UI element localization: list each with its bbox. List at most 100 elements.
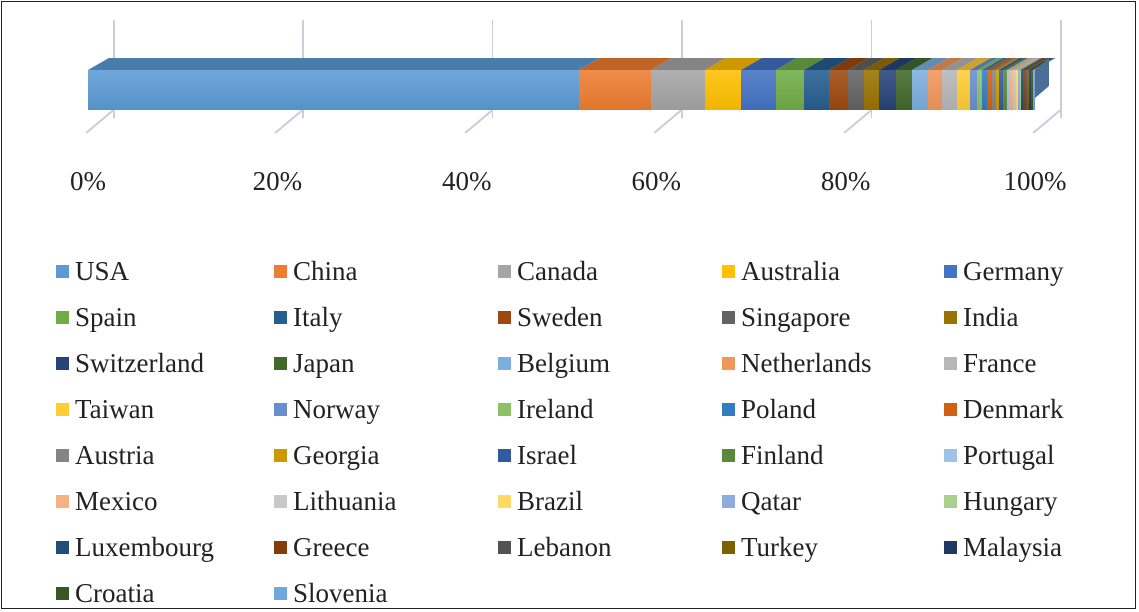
x-axis-tick-label: 80% xyxy=(821,166,871,197)
legend-item: Brazil xyxy=(498,482,722,520)
legend-swatch-icon xyxy=(56,449,69,462)
legend-label: Greece xyxy=(293,532,369,563)
bar-top-face xyxy=(88,58,1056,70)
legend-item: Turkey xyxy=(722,528,944,566)
legend-item: Israel xyxy=(498,436,722,474)
legend-swatch-icon xyxy=(722,357,735,370)
x-axis-tick-label: 0% xyxy=(70,166,106,197)
legend-item: Italy xyxy=(274,298,498,336)
legend-item: Malaysia xyxy=(944,528,1104,566)
legend-label: Belgium xyxy=(517,348,610,379)
legend-swatch-icon xyxy=(498,311,511,324)
legend-swatch-icon xyxy=(944,403,957,416)
legend-label: India xyxy=(963,302,1018,333)
legend-label: Lithuania xyxy=(293,486,396,517)
legend-swatch-icon xyxy=(722,311,735,324)
legend-swatch-icon xyxy=(722,541,735,554)
legend-label: Slovenia xyxy=(293,578,388,609)
x-axis-tick-label: 60% xyxy=(631,166,681,197)
legend-swatch-icon xyxy=(498,357,511,370)
stacked-bar xyxy=(88,70,1035,110)
legend-swatch-icon xyxy=(274,449,287,462)
legend-label: Switzerland xyxy=(75,348,204,379)
x-axis-tick-label: 20% xyxy=(253,166,303,197)
bar-segment xyxy=(970,70,977,110)
legend-swatch-icon xyxy=(274,357,287,370)
legend-label: Norway xyxy=(293,394,380,425)
legend-item: Finland xyxy=(722,436,944,474)
legend-item: Austria xyxy=(56,436,274,474)
legend-label: Netherlands xyxy=(741,348,871,379)
legend-swatch-icon xyxy=(274,587,287,600)
legend-item: Ireland xyxy=(498,390,722,428)
bar-segment xyxy=(942,70,956,110)
bar-segment xyxy=(879,70,895,110)
legend-label: Georgia xyxy=(293,440,379,471)
legend-item: Australia xyxy=(722,252,944,290)
legend-swatch-icon xyxy=(56,495,69,508)
legend-label: Malaysia xyxy=(963,532,1062,563)
legend-item: Norway xyxy=(274,390,498,428)
legend-item: Lithuania xyxy=(274,482,498,520)
legend-item: Germany xyxy=(944,252,1104,290)
legend-swatch-icon xyxy=(274,265,287,278)
legend-swatch-icon xyxy=(722,495,735,508)
x-axis-tick-label: 100% xyxy=(1004,166,1067,197)
legend-swatch-icon xyxy=(944,541,957,554)
legend-swatch-icon xyxy=(944,311,957,324)
legend-label: Brazil xyxy=(517,486,583,517)
legend-swatch-icon xyxy=(274,541,287,554)
legend-swatch-icon xyxy=(274,311,287,324)
legend-item: Spain xyxy=(56,298,274,336)
legend-label: Qatar xyxy=(741,486,801,517)
legend-item: Greece xyxy=(274,528,498,566)
legend-label: Portugal xyxy=(963,440,1055,471)
legend-item: USA xyxy=(56,252,274,290)
bar-segment xyxy=(776,70,804,110)
bar-segment xyxy=(804,70,829,110)
legend-label: Spain xyxy=(75,302,137,333)
bar-segment xyxy=(864,70,879,110)
legend-swatch-icon xyxy=(274,403,287,416)
legend-label: Australia xyxy=(741,256,840,287)
legend-item: Hungary xyxy=(944,482,1104,520)
bar-segment xyxy=(829,70,848,110)
legend-swatch-icon xyxy=(56,265,69,278)
legend-swatch-icon xyxy=(944,357,957,370)
legend-swatch-icon xyxy=(498,403,511,416)
bar-segment xyxy=(1033,70,1035,110)
legend-item: Qatar xyxy=(722,482,944,520)
legend-item: Portugal xyxy=(944,436,1104,474)
legend-item: Luxembourg xyxy=(56,528,274,566)
legend-label: Finland xyxy=(741,440,824,471)
legend-swatch-icon xyxy=(56,311,69,324)
legend-label: Taiwan xyxy=(75,394,154,425)
legend-swatch-icon xyxy=(498,495,511,508)
legend-item: Netherlands xyxy=(722,344,944,382)
legend-item: Lebanon xyxy=(498,528,722,566)
legend-label: France xyxy=(963,348,1036,379)
legend-item: Denmark xyxy=(944,390,1104,428)
legend-item: Sweden xyxy=(498,298,722,336)
legend-label: USA xyxy=(75,256,129,287)
legend-label: China xyxy=(293,256,358,287)
legend-label: Turkey xyxy=(741,532,818,563)
legend-label: Singapore xyxy=(741,302,850,333)
bar-segment xyxy=(928,70,942,110)
legend-swatch-icon xyxy=(498,541,511,554)
bar-segment xyxy=(741,70,776,110)
legend-label: Austria xyxy=(75,440,154,471)
gridline xyxy=(1060,20,1062,118)
legend-swatch-icon xyxy=(56,403,69,416)
legend: USAChinaCanadaAustraliaGermanySpainItaly… xyxy=(56,252,1096,612)
legend-item: France xyxy=(944,344,1104,382)
legend-item: Mexico xyxy=(56,482,274,520)
legend-swatch-icon xyxy=(56,541,69,554)
legend-item: Slovenia xyxy=(274,574,498,612)
legend-item: Poland xyxy=(722,390,944,428)
legend-swatch-icon xyxy=(944,495,957,508)
legend-item: Canada xyxy=(498,252,722,290)
legend-swatch-icon xyxy=(722,265,735,278)
bar-segment xyxy=(705,70,741,110)
bar-segment xyxy=(957,70,970,110)
